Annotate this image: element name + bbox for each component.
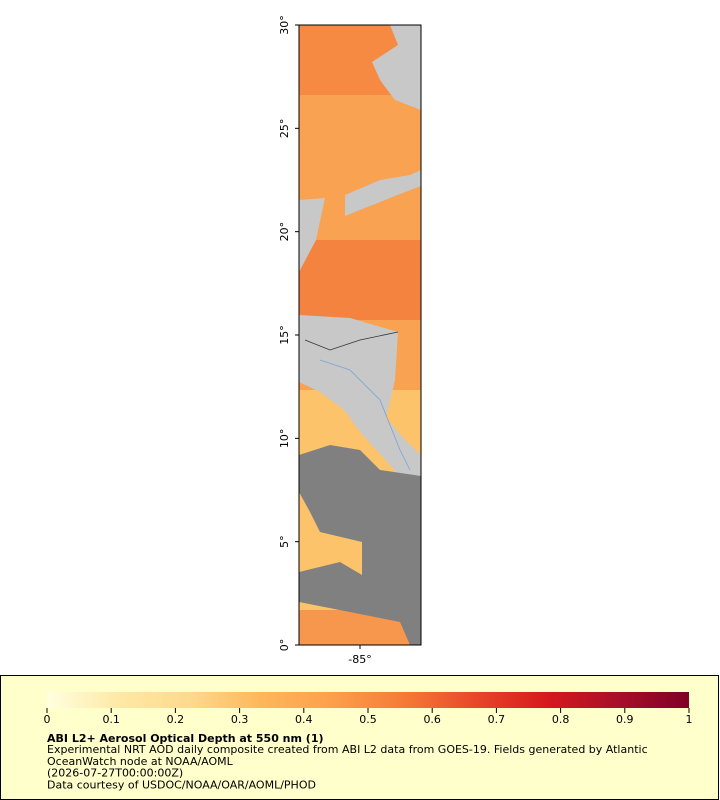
- colorbar-tick-label: 0.2: [167, 713, 185, 726]
- colorbar-tick-label: 0.9: [616, 713, 634, 726]
- y-tick-label: 20°: [278, 222, 291, 242]
- caption-line: Data courtesy of USDOC/NOAA/OAR/AOML/PHO…: [47, 778, 316, 791]
- colorbar-tick-label: 0: [44, 713, 51, 726]
- caption-line: (2026-07-27T00:00:00Z): [47, 767, 183, 780]
- colorbar-tick-label: 0.6: [423, 713, 441, 726]
- aod-field: [299, 240, 421, 320]
- title: ABI L2+ Aerosol Optical Depth at 550 nm …: [47, 732, 324, 745]
- land: [345, 170, 421, 216]
- colorbar-tick-label: 0.3: [231, 713, 249, 726]
- map-image: [299, 25, 421, 645]
- x-tick-label: -85°: [348, 653, 371, 666]
- y-tick-label: 5°: [278, 535, 291, 548]
- caption-line: OceanWatch node at NOAA/AOML: [47, 755, 234, 768]
- border: [304, 331, 399, 351]
- no-data: [299, 445, 421, 645]
- colorbar-tick-label: 0.1: [102, 713, 120, 726]
- y-tick-label: 10°: [278, 429, 291, 449]
- colorbar-tick-label: 0.8: [552, 713, 570, 726]
- colorbar-tick-label: 0.4: [295, 713, 313, 726]
- y-tick-label: 25°: [278, 119, 291, 139]
- y-tick-label: 30°: [278, 15, 291, 35]
- y-tick-label: 15°: [278, 325, 291, 345]
- colorbar-tick-label: 0.5: [359, 713, 377, 726]
- land: [299, 198, 325, 272]
- colorbar: [47, 692, 689, 708]
- colorbar-tick-label: 0.7: [488, 713, 506, 726]
- river: [319, 359, 411, 471]
- caption-line: Experimental NRT AOD daily composite cre…: [47, 743, 648, 756]
- colorbar-tick-label: 1: [686, 713, 693, 726]
- land: [372, 25, 421, 110]
- land: [299, 315, 421, 476]
- y-tick-label: 0°: [278, 639, 291, 652]
